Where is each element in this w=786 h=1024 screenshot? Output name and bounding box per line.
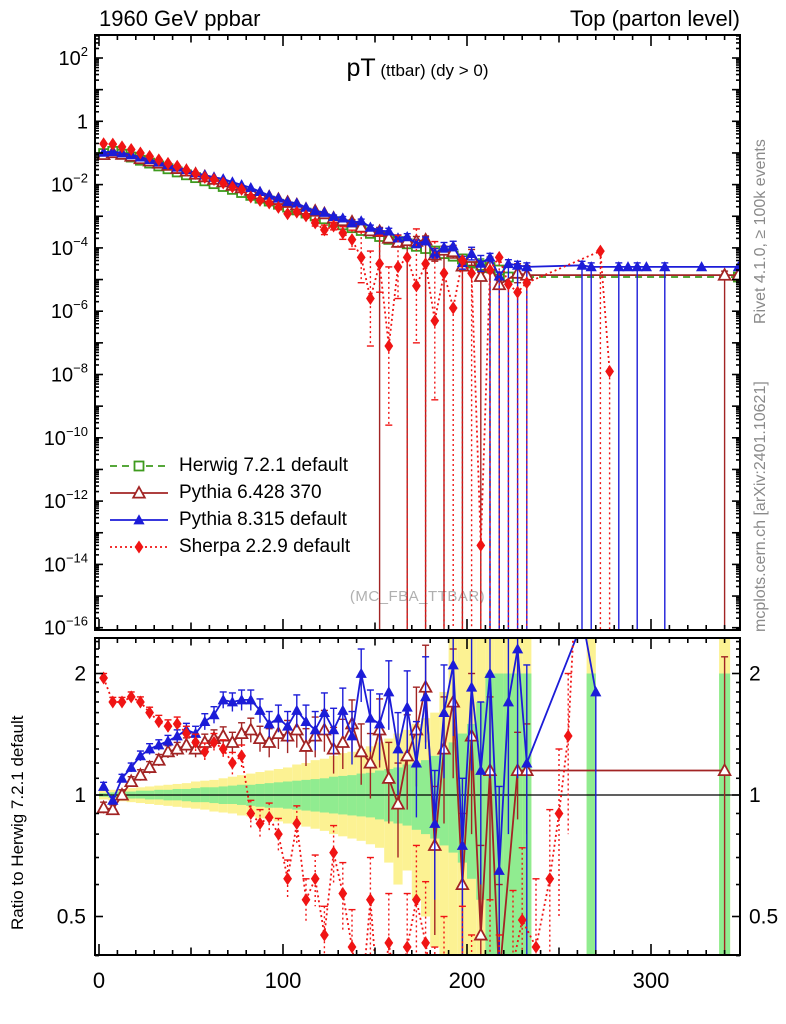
legend-item-sherpa: Sherpa 2.2.9 default [108, 533, 350, 560]
svg-text:2: 2 [749, 663, 761, 686]
svg-text:10−14: 10−14 [44, 550, 88, 576]
legend-label-sherpa: Sherpa 2.2.9 default [179, 535, 351, 557]
legend: Herwig 7.2.1 default Pythia 6.428 370 Py… [108, 452, 350, 560]
svg-text:0.5: 0.5 [57, 906, 86, 929]
svg-text:0.5: 0.5 [749, 906, 778, 929]
pythia8-marker-icon [110, 513, 168, 524]
analysis-group-label: Top (parton level) [570, 6, 740, 31]
legend-item-pythia6: Pythia 6.428 370 [108, 479, 350, 506]
svg-text:1: 1 [749, 784, 761, 807]
svg-text:200: 200 [449, 968, 486, 993]
legend-label-pythia6: Pythia 6.428 370 [179, 481, 322, 503]
sherpa-marker-icon [110, 540, 168, 553]
legend-label-herwig: Herwig 7.2.1 default [179, 454, 348, 476]
pythia6-marker-icon [110, 484, 168, 498]
beam-energy-label: 1960 GeV ppbar [99, 6, 261, 31]
svg-text:300: 300 [633, 968, 670, 993]
svg-text:2: 2 [74, 663, 86, 686]
plot-title: pT (ttbar) (dy > 0) [95, 54, 740, 83]
svg-text:10−4: 10−4 [51, 234, 88, 260]
svg-text:10−8: 10−8 [51, 361, 88, 387]
legend-item-herwig: Herwig 7.2.1 default [108, 452, 350, 479]
legend-item-pythia8: Pythia 8.315 default [108, 506, 350, 533]
svg-text:1: 1 [74, 784, 86, 807]
svg-text:10−10: 10−10 [44, 424, 88, 450]
svg-text:10−16: 10−16 [44, 614, 88, 640]
svg-text:10−6: 10−6 [51, 297, 88, 323]
svg-text:100: 100 [265, 968, 302, 993]
legend-label-pythia8: Pythia 8.315 default [179, 508, 347, 530]
svg-text:1: 1 [77, 111, 88, 133]
plot-title-cut: (ttbar) (dy > 0) [375, 61, 489, 80]
herwig-marker-icon [110, 460, 168, 471]
svg-text:102: 102 [59, 44, 88, 70]
svg-text:10−12: 10−12 [44, 487, 88, 513]
analysis-watermark: (MC_FBA_TTBAR) [349, 588, 486, 605]
svg-text:10−2: 10−2 [51, 171, 88, 197]
plot-title-observable: pT [346, 54, 376, 82]
svg-text:0: 0 [93, 968, 105, 993]
